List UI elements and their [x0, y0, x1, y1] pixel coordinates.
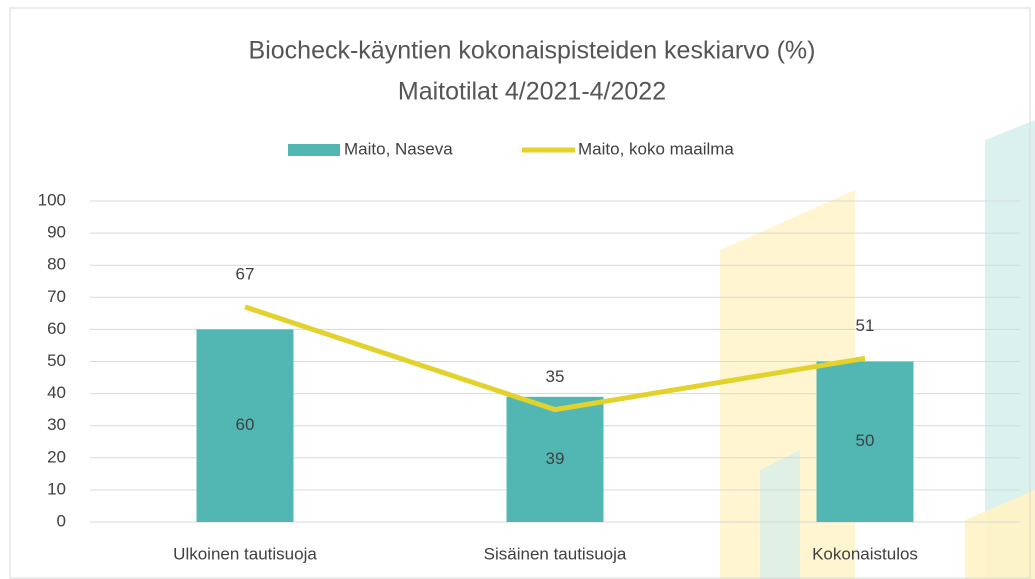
- y-tick-label: 100: [38, 190, 66, 209]
- bar-value-label: 39: [546, 449, 565, 468]
- legend-swatch: [288, 144, 340, 156]
- x-tick-label: Sisäinen tautisuoja: [484, 544, 627, 563]
- bar-value-label: 50: [856, 431, 875, 450]
- line: [244, 304, 866, 413]
- y-tick-label: 40: [47, 383, 66, 402]
- legend-label: Maito, koko maailma: [578, 139, 734, 158]
- legend-label: Maito, Naseva: [344, 139, 453, 158]
- x-tick-label: Kokonaistulos: [812, 544, 918, 563]
- bar: [816, 361, 914, 522]
- y-tick-label: 50: [47, 351, 66, 370]
- chart-subtitle: Maitotilat 4/2021-4/2022: [398, 78, 666, 106]
- y-tick-label: 70: [47, 287, 66, 306]
- line-value-label: 67: [236, 264, 255, 283]
- bar: [196, 329, 294, 522]
- chart-title: Biocheck-käyntien kokonaispisteiden kesk…: [249, 37, 816, 65]
- y-tick-label: 80: [47, 255, 66, 274]
- x-tick-label: Ulkoinen tautisuoja: [173, 544, 317, 563]
- y-tick-label: 60: [47, 319, 66, 338]
- y-tick-label: 20: [47, 447, 66, 466]
- line-value-label: 35: [546, 367, 565, 386]
- y-tick-label: 90: [47, 223, 66, 242]
- y-tick-label: 30: [47, 415, 66, 434]
- y-tick-label: 10: [47, 479, 66, 498]
- chart-border: [9, 7, 1031, 579]
- bar: [506, 396, 604, 522]
- bar-value-label: 60: [236, 415, 255, 434]
- background-decoration: [720, 120, 1035, 579]
- line-value-label: 51: [856, 316, 875, 335]
- y-tick-label: 0: [57, 511, 66, 530]
